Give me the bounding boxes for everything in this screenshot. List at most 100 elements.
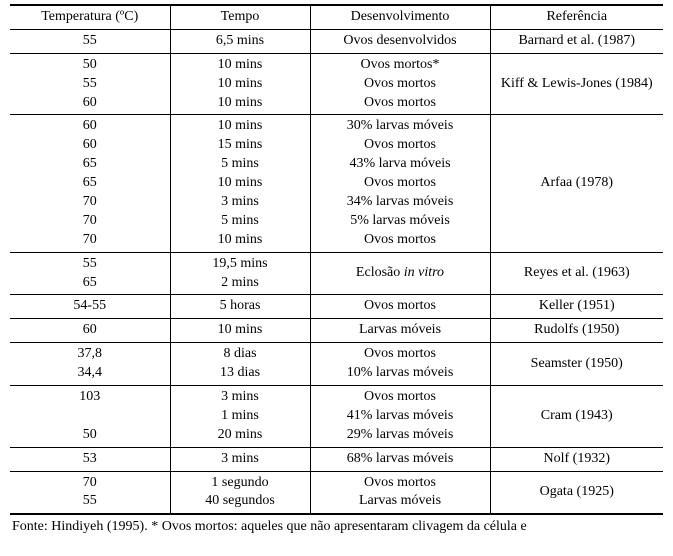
cell-referencia: Barnard et al. (1987): [490, 29, 663, 53]
cell-desenvolvimento-value: Ovos mortos*: [315, 56, 486, 75]
cell-desenvolvimento-value: 34% larvas móveis: [315, 193, 486, 212]
cell-referencia: Ogata (1925): [490, 471, 663, 514]
cell-temperatura-value: 55: [14, 492, 166, 511]
cell-temperatura-value: 70: [14, 474, 166, 493]
table-footnote: Fonte: Hindiyeh (1995). * Ovos mortos: a…: [10, 515, 663, 535]
cell-temperatura-value: 65: [14, 155, 166, 174]
cell-desenvolvimento: Larvas móveis: [310, 319, 490, 343]
cell-tempo: 3 mins1 mins20 mins: [170, 386, 310, 448]
cell-referencia: Seamster (1950): [490, 343, 663, 386]
table-row: 556519,5 mins2 minsEclosão in vitroReyes…: [10, 252, 663, 295]
cell-tempo-value: 3 mins: [175, 388, 306, 407]
cell-temperatura-value: 70: [14, 193, 166, 212]
cell-tempo: 10 mins: [170, 319, 310, 343]
cell-temperatura-value: 60: [14, 94, 166, 113]
cell-tempo-value: 3 mins: [175, 450, 306, 469]
col-referencia: Referência: [490, 5, 663, 29]
cell-temperatura-value: [14, 407, 166, 426]
table-row: 55 6,5 mins Ovos desenvolvidosBarnard et a…: [10, 29, 663, 53]
cell-tempo-value: 6,5 mins: [175, 32, 306, 51]
cell-temperatura-value: 55: [14, 32, 166, 51]
cell-tempo-value: 19,5 mins: [175, 255, 306, 274]
cell-temperatura: 60: [10, 319, 170, 343]
cell-desenvolvimento-value: 29% larvas móveis: [315, 426, 486, 445]
cell-desenvolvimento-value: Ovos mortos: [315, 231, 486, 250]
cell-referencia: Cram (1943): [490, 386, 663, 448]
table-row: 6060656570707010 mins15 mins5 mins10 min…: [10, 115, 663, 252]
cell-tempo-value: 5 horas: [175, 297, 306, 316]
cell-temperatura-value: 65: [14, 174, 166, 193]
cell-tempo: 19,5 mins2 mins: [170, 252, 310, 295]
table-row: 37,834,48 dias13 diasOvos mortos10% larv…: [10, 343, 663, 386]
cell-temperatura-value: 54-55: [14, 297, 166, 316]
cell-desenvolvimento: Ovos mortos: [310, 295, 490, 319]
cell-temperatura-value: 37,8: [14, 345, 166, 364]
cell-tempo-value: 10 mins: [175, 174, 306, 193]
cell-tempo-value: 20 mins: [175, 426, 306, 445]
cell-temperatura-value: 65: [14, 274, 166, 293]
table-row: 53 3 mins 68% larvas móveisNolf (1932): [10, 447, 663, 471]
table-row: 103 503 mins1 mins20 minsOvos mortos41% …: [10, 386, 663, 448]
cell-tempo: 1 segundo40 segundos: [170, 471, 310, 514]
cell-temperatura-value: 60: [14, 136, 166, 155]
cell-desenvolvimento-value: Ovos mortos: [315, 94, 486, 113]
cell-tempo-value: 10 mins: [175, 321, 306, 340]
cell-tempo-value: 1 segundo: [175, 474, 306, 493]
col-temperatura: Temperatura (ºC): [10, 5, 170, 29]
cell-desenvolvimento-value: Ovos desenvolvidos: [315, 32, 486, 51]
cell-referencia: Kiff & Lewis-Jones (1984): [490, 53, 663, 115]
cell-temperatura-value: 55: [14, 75, 166, 94]
cell-temperatura-value: 55: [14, 255, 166, 274]
cell-temperatura-value: 60: [14, 321, 166, 340]
cell-temperatura-value: 53: [14, 450, 166, 469]
cell-tempo: 10 mins15 mins5 mins10 mins3 mins5 mins1…: [170, 115, 310, 252]
cell-temperatura-value: 50: [14, 426, 166, 445]
cell-tempo-value: 10 mins: [175, 231, 306, 250]
cell-temperatura: 53: [10, 447, 170, 471]
cell-referencia: Keller (1951): [490, 295, 663, 319]
cell-temperatura: 505560: [10, 53, 170, 115]
cell-desenvolvimento-value: Larvas móveis: [315, 492, 486, 511]
cell-tempo-value: 10 mins: [175, 94, 306, 113]
cell-temperatura-value: 70: [14, 231, 166, 250]
cell-desenvolvimento: Ovos mortosLarvas móveis: [310, 471, 490, 514]
cell-referencia: Nolf (1932): [490, 447, 663, 471]
cell-desenvolvimento-value: 10% larvas móveis: [315, 364, 486, 383]
cell-temperatura-value: 60: [14, 117, 166, 136]
cell-temperatura-value: 34,4: [14, 364, 166, 383]
table-body: 55 6,5 mins Ovos desenvolvidosBarnard et a…: [10, 29, 663, 514]
cell-tempo: 3 mins: [170, 447, 310, 471]
cell-desenvolvimento-value: Ovos mortos: [315, 345, 486, 364]
cell-desenvolvimento-value: Ovos mortos: [315, 297, 486, 316]
cell-tempo: 10 mins10 mins10 mins: [170, 53, 310, 115]
col-tempo: Tempo: [170, 5, 310, 29]
cell-temperatura: 37,834,4: [10, 343, 170, 386]
cell-temperatura-value: 70: [14, 212, 166, 231]
cell-desenvolvimento-value: Ovos mortos: [315, 174, 486, 193]
cell-temperatura: 7055: [10, 471, 170, 514]
cell-desenvolvimento-value: 30% larvas móveis: [315, 117, 486, 136]
table-header: Temperatura (ºC) Tempo Desenvolvimento R…: [10, 5, 663, 29]
col-desenvolvimento: Desenvolvimento: [310, 5, 490, 29]
cell-referencia: Rudolfs (1950): [490, 319, 663, 343]
cell-tempo-value: 10 mins: [175, 56, 306, 75]
cell-desenvolvimento-value: 41% larvas móveis: [315, 407, 486, 426]
cell-desenvolvimento: Ovos mortos41% larvas móveis29% larvas m…: [310, 386, 490, 448]
cell-desenvolvimento-value: Larvas móveis: [315, 321, 486, 340]
cell-tempo-value: 8 dias: [175, 345, 306, 364]
cell-temperatura: 5565: [10, 252, 170, 295]
cell-referencia: Reyes et al. (1963): [490, 252, 663, 295]
cell-referencia: Arfaa (1978): [490, 115, 663, 252]
cell-desenvolvimento-value: Ovos mortos: [315, 136, 486, 155]
table-row: 70551 segundo40 segundosOvos mortosLarva…: [10, 471, 663, 514]
cell-desenvolvimento-value: 68% larvas móveis: [315, 450, 486, 469]
cell-desenvolvimento: Eclosão in vitro: [310, 252, 490, 295]
cell-tempo-value: 5 mins: [175, 155, 306, 174]
table-row: 54-55 5 horas Ovos mortosKeller (1951): [10, 295, 663, 319]
cell-tempo-value: 1 mins: [175, 407, 306, 426]
cell-desenvolvimento-value: 43% larva móveis: [315, 155, 486, 174]
cell-temperatura-value: 50: [14, 56, 166, 75]
cell-desenvolvimento: Ovos mortos*Ovos mortosOvos mortos: [310, 53, 490, 115]
cell-desenvolvimento-value: Ovos mortos: [315, 474, 486, 493]
cell-temperatura-value: 103: [14, 388, 166, 407]
